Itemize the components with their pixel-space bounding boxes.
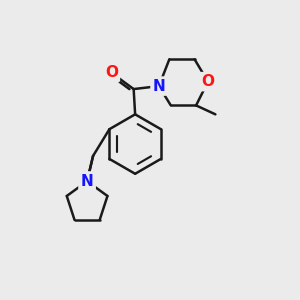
Text: O: O — [105, 65, 118, 80]
Text: N: N — [152, 79, 165, 94]
Text: N: N — [81, 174, 94, 189]
Text: N: N — [81, 174, 94, 189]
Text: O: O — [202, 74, 214, 89]
